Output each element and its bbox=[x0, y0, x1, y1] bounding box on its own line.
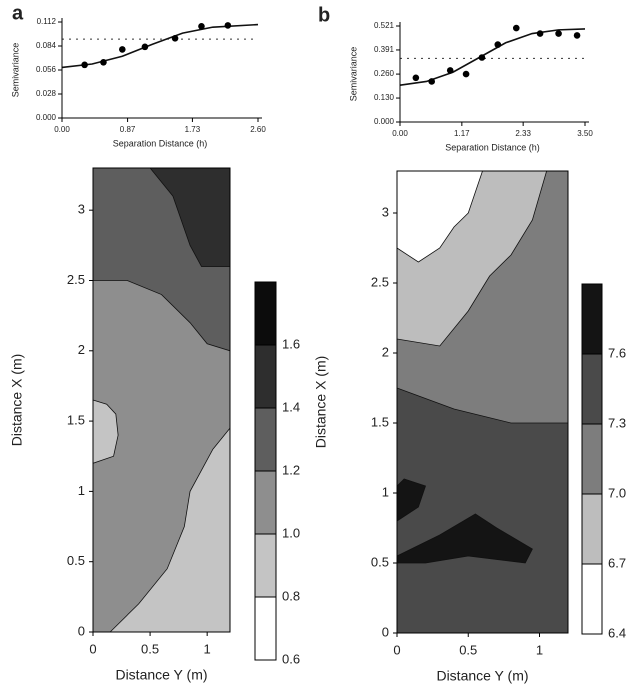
x-tick-label: 2.60 bbox=[250, 125, 266, 134]
colorbar-label: 1.2 bbox=[282, 462, 300, 477]
colorbar-cell bbox=[254, 407, 277, 472]
x-tick-label: 0 bbox=[89, 641, 96, 656]
y-tick-label: 0.260 bbox=[374, 69, 395, 78]
data-point bbox=[512, 24, 520, 32]
y-tick-label: 0.000 bbox=[36, 113, 57, 122]
y-tick-label: 0.084 bbox=[36, 41, 57, 50]
x-axis-label: Distance Y (m) bbox=[115, 667, 207, 683]
y-tick-label: 0.521 bbox=[374, 21, 395, 30]
data-point bbox=[171, 34, 179, 42]
y-tick-label: 3 bbox=[78, 202, 85, 217]
x-tick-label: 0.87 bbox=[120, 125, 136, 134]
panel-label: b bbox=[318, 4, 330, 26]
y-tick-label: 0.5 bbox=[67, 553, 85, 568]
colorbar-cell bbox=[581, 563, 603, 635]
model-curve bbox=[399, 28, 586, 86]
y-tick-label: 3 bbox=[382, 204, 389, 219]
colorbar-label: 6.4 bbox=[608, 625, 626, 640]
x-tick-label: 1.17 bbox=[454, 129, 470, 138]
y-axis-label: Semivariance bbox=[10, 43, 20, 98]
colorbar-label: 1.4 bbox=[282, 399, 300, 414]
y-axis-label: Distance X (m) bbox=[9, 354, 25, 447]
colorbar-label: 7.6 bbox=[608, 345, 626, 360]
colorbar-cell bbox=[254, 281, 277, 346]
y-tick-label: 1 bbox=[78, 483, 85, 498]
y-tick-label: 0.130 bbox=[374, 93, 395, 102]
x-tick-label: 0 bbox=[393, 642, 400, 657]
y-tick-label: 0.056 bbox=[36, 65, 57, 74]
x-tick-label: 2.33 bbox=[515, 129, 531, 138]
data-point bbox=[573, 32, 581, 39]
x-tick-label: 1 bbox=[536, 642, 543, 657]
y-tick-label: 1.5 bbox=[371, 414, 389, 429]
y-tick-label: 1.5 bbox=[67, 413, 85, 428]
data-point bbox=[119, 46, 126, 53]
y-tick-label: 0.391 bbox=[374, 45, 395, 54]
x-tick-label: 1.73 bbox=[185, 125, 201, 134]
x-axis-label: Separation Distance (h) bbox=[445, 142, 540, 152]
x-tick-label: 0.00 bbox=[392, 129, 408, 138]
colorbar-cell bbox=[254, 533, 277, 598]
colorbar-cell bbox=[254, 470, 277, 535]
y-tick-label: 0 bbox=[78, 623, 85, 638]
axes-frame bbox=[92, 167, 231, 633]
data-point bbox=[555, 30, 562, 37]
x-tick-label: 1 bbox=[204, 641, 211, 656]
data-point bbox=[100, 58, 107, 66]
colorbar-label: 7.0 bbox=[608, 485, 626, 500]
colorbar-label: 7.3 bbox=[608, 415, 626, 430]
x-tick-label: 3.50 bbox=[577, 129, 593, 138]
contour-region bbox=[396, 513, 533, 564]
colorbar-cell bbox=[581, 353, 603, 425]
y-tick-label: 2.5 bbox=[371, 274, 389, 289]
colorbar-cell bbox=[581, 423, 603, 495]
y-axis-label: Distance X (m) bbox=[313, 356, 329, 449]
colorbar-label: 1.6 bbox=[282, 336, 300, 351]
y-tick-label: 0.000 bbox=[374, 117, 395, 126]
colorbar-label: 6.7 bbox=[608, 555, 626, 570]
model-curve bbox=[61, 23, 259, 69]
y-tick-label: 2 bbox=[382, 344, 389, 359]
data-point bbox=[446, 67, 454, 74]
y-tick-label: 2.5 bbox=[67, 272, 85, 287]
data-point bbox=[198, 22, 205, 30]
y-tick-label: 0.5 bbox=[371, 554, 389, 569]
data-point bbox=[478, 54, 486, 61]
data-point bbox=[412, 74, 420, 82]
x-axis-label: Distance Y (m) bbox=[436, 668, 528, 684]
axes-frame bbox=[396, 170, 569, 634]
x-tick-label: 0.5 bbox=[141, 641, 159, 656]
axes bbox=[399, 22, 589, 123]
colorbar-label: 0.6 bbox=[282, 651, 300, 666]
colorbar-label: 0.8 bbox=[282, 588, 300, 603]
y-tick-label: 1 bbox=[382, 484, 389, 499]
data-point bbox=[494, 41, 502, 48]
data-point bbox=[462, 70, 470, 78]
x-axis-label: Separation Distance (h) bbox=[113, 138, 208, 148]
y-axis-label: Semivariance bbox=[348, 47, 358, 102]
data-point bbox=[141, 43, 149, 51]
x-tick-label: 0.00 bbox=[54, 125, 70, 134]
y-tick-label: 2 bbox=[78, 342, 85, 357]
colorbar-cell bbox=[254, 344, 277, 409]
data-point bbox=[224, 22, 232, 29]
y-tick-label: 0.112 bbox=[37, 17, 57, 26]
y-tick-label: 0 bbox=[382, 624, 389, 639]
x-tick-label: 0.5 bbox=[459, 642, 477, 657]
y-tick-label: 0.028 bbox=[36, 89, 57, 98]
data-point bbox=[81, 61, 88, 69]
contour-region bbox=[396, 170, 484, 263]
panel-label: a bbox=[12, 2, 24, 24]
colorbar-cell bbox=[254, 596, 277, 661]
data-point bbox=[428, 78, 436, 85]
colorbar-cell bbox=[581, 283, 603, 355]
colorbar-cell bbox=[581, 493, 603, 565]
axes bbox=[61, 18, 262, 119]
colorbar-label: 1.0 bbox=[282, 525, 300, 540]
data-point bbox=[536, 30, 544, 37]
